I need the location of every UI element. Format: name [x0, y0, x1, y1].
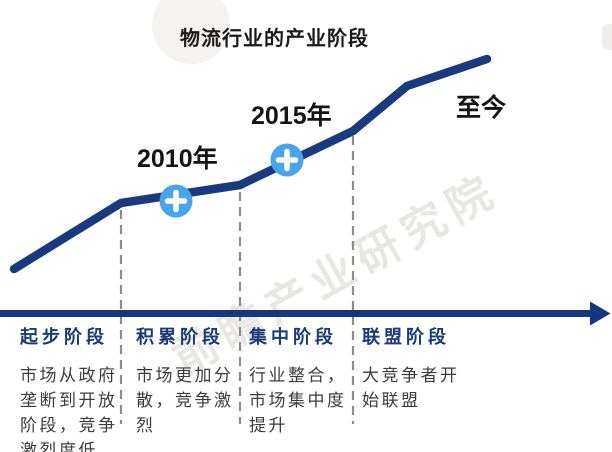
milestone-label-2015: 2015年 [251, 102, 332, 130]
axis-arrow-icon [590, 301, 611, 326]
stage-column-alliance: 联盟阶段 大竞争者开始联盟 [362, 323, 474, 413]
stage-column-accumulation: 积累阶段 市场更加分散，竞争激烈 [136, 323, 236, 438]
stage-name: 积累阶段 [136, 327, 224, 347]
stage-name: 起步阶段 [20, 327, 108, 347]
watermark-globe-shape [152, 0, 230, 64]
stage-name: 集中阶段 [249, 327, 337, 347]
milestone-label-2010: 2010年 [137, 145, 218, 173]
stage-description: 市场更加分散，竞争激烈 [136, 366, 234, 435]
milestone-marker-2010 [159, 184, 193, 218]
milestone-label-now: 至今 [456, 94, 507, 122]
watermark-corner-shape [602, 24, 612, 50]
plus-glyph [275, 148, 299, 172]
stage-name: 联盟阶段 [362, 327, 450, 347]
stage-column-startup: 起步阶段 市场从政府垄断到开放阶段，竞争激烈度低 [20, 323, 120, 452]
milestone-marker-2015 [270, 143, 304, 177]
chart-title: 物流行业的产业阶段 [180, 28, 369, 50]
plus-glyph [164, 189, 188, 213]
stage-description: 大竞争者开始联盟 [362, 366, 460, 410]
stage-description: 市场从政府垄断到开放阶段，竞争激烈度低 [20, 366, 118, 452]
stage-description: 行业整合，市场集中度提升 [249, 366, 347, 435]
stage-column-concentration: 集中阶段 行业整合，市场集中度提升 [249, 323, 351, 438]
growth-trend-line [9, 54, 492, 274]
